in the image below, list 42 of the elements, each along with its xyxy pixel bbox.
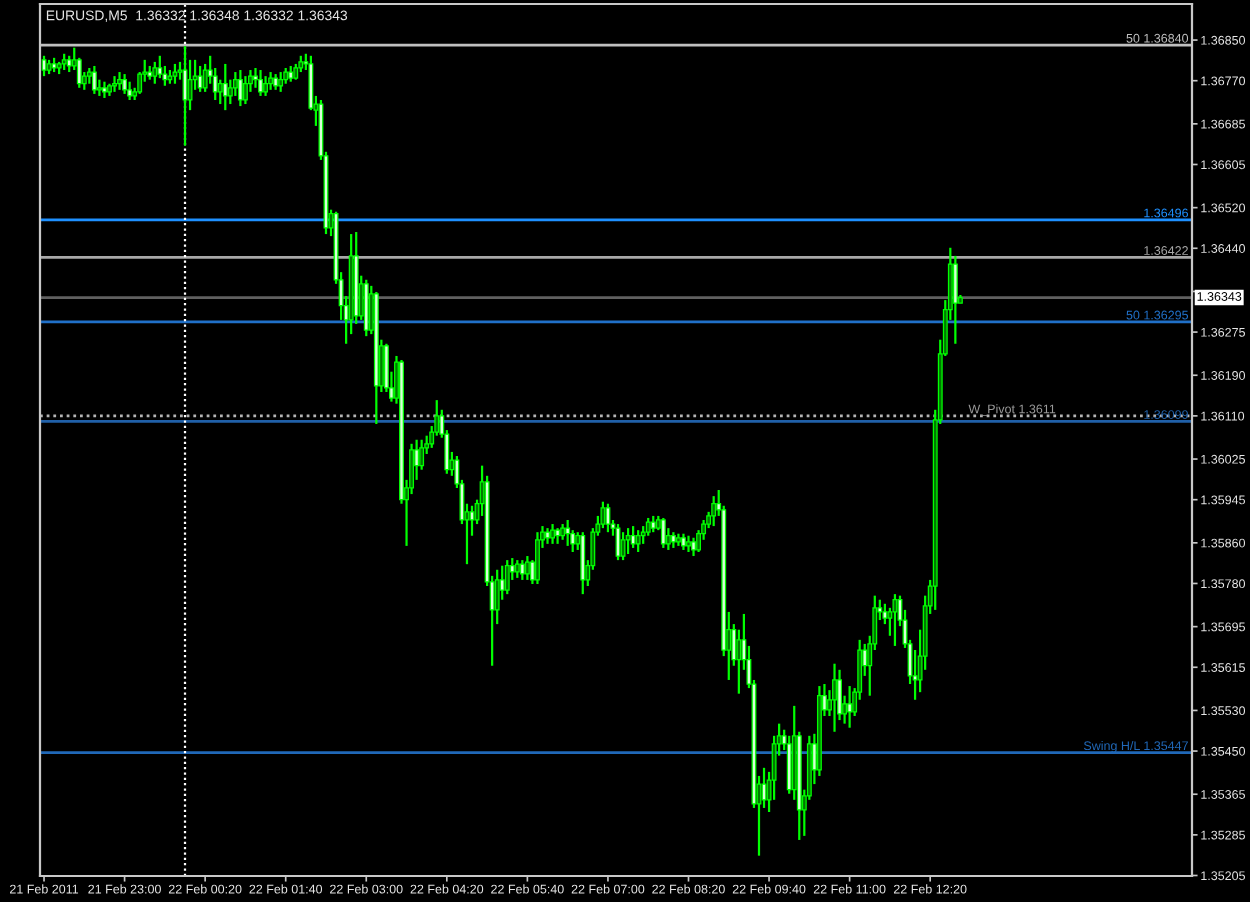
candlestick	[232, 70, 238, 98]
candlestick	[580, 531, 586, 596]
candlestick	[202, 62, 208, 93]
candlestick	[76, 56, 82, 89]
candlestick	[952, 254, 958, 345]
candlestick	[625, 527, 631, 556]
candlestick	[383, 342, 389, 394]
candlestick	[278, 70, 284, 93]
candlestick	[172, 62, 178, 85]
candlestick	[258, 68, 263, 98]
candlestick	[565, 518, 571, 547]
candlestick	[253, 66, 258, 89]
candlestick	[892, 593, 898, 648]
candlestick	[605, 502, 611, 534]
candlestick	[263, 75, 269, 98]
candlestick	[242, 75, 248, 106]
candlestick	[112, 75, 117, 93]
candlestick	[222, 62, 228, 112]
candlestick	[363, 278, 369, 338]
candlestick	[152, 60, 158, 85]
candlestick	[550, 522, 555, 545]
candlestick	[600, 500, 606, 530]
candlestick	[91, 64, 97, 95]
candlestick	[660, 516, 666, 550]
candlestick	[237, 68, 243, 108]
candlestick	[127, 80, 133, 102]
candlestick	[691, 536, 696, 558]
candlestick	[157, 54, 163, 80]
candlestick	[504, 559, 510, 596]
candlestick	[197, 64, 203, 93]
candlestick	[122, 72, 128, 95]
candlestick	[519, 559, 525, 582]
candlestick	[847, 684, 853, 729]
candlestick	[630, 524, 636, 550]
candlestick	[635, 529, 641, 554]
candlestick	[711, 495, 717, 528]
candlestick	[620, 531, 626, 562]
candlestick	[524, 554, 530, 582]
candlestick	[117, 70, 122, 91]
candlestick	[535, 531, 540, 586]
candlestick	[162, 64, 168, 87]
candlestick	[832, 662, 837, 733]
